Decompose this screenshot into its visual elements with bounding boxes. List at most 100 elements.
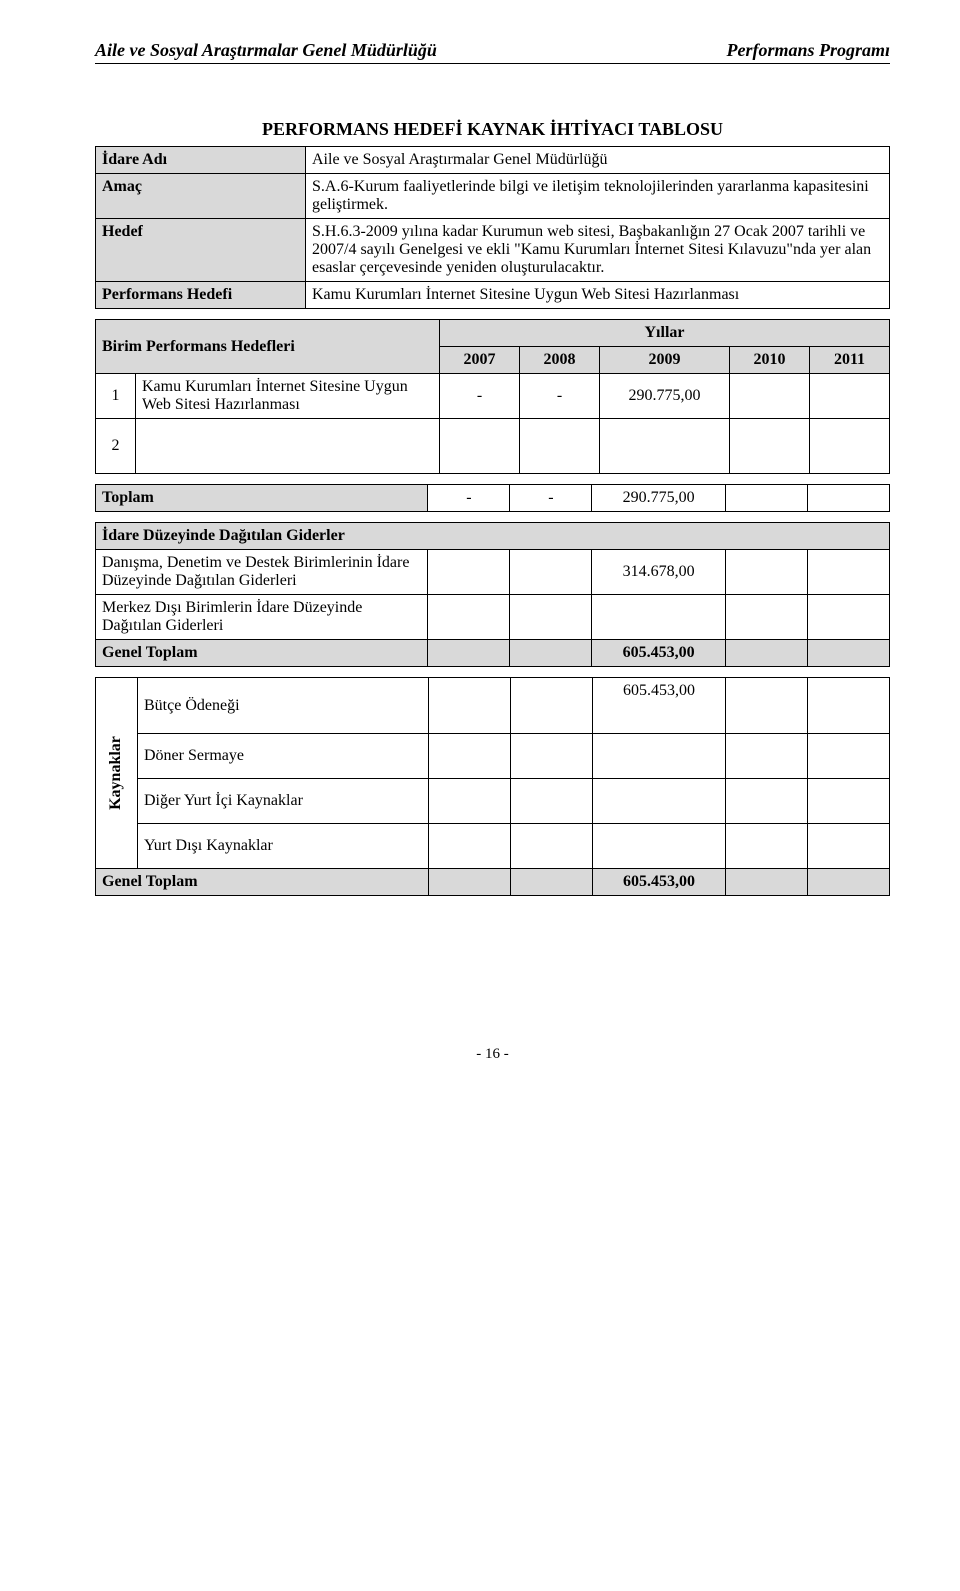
hedef-value: S.H.6.3-2009 yılına kadar Kurumun web si…	[306, 219, 890, 282]
table-row: 2	[96, 419, 890, 474]
empty-cell	[807, 824, 889, 869]
toplam-v2010	[725, 485, 807, 512]
bph-table: Birim Performans Hedefleri Yıllar 2007 2…	[95, 319, 890, 474]
genel-toplam1-label: Genel Toplam	[96, 640, 428, 667]
empty-cell	[428, 779, 510, 824]
empty-cell	[726, 734, 808, 779]
kaynaklar-table: Kaynaklar Bütçe Ödeneği 605.453,00 Döner…	[95, 677, 890, 896]
year-2010: 2010	[730, 347, 810, 374]
table-row: Genel Toplam 605.453,00	[96, 640, 890, 667]
giderler-row2: Merkez Dışı Birimlerin İdare Düzeyinde D…	[96, 595, 428, 640]
year-2011: 2011	[810, 347, 890, 374]
toplam-v2008: -	[510, 485, 592, 512]
year-2007: 2007	[440, 347, 520, 374]
table-row: Diğer Yurt İçi Kaynaklar	[96, 779, 890, 824]
bph-row1-text: Kamu Kurumları İnternet Sitesine Uygun W…	[136, 374, 440, 419]
bph-row1-no: 1	[96, 374, 136, 419]
bph-row2-no: 2	[96, 419, 136, 474]
kaynak-yurtdisi: Yurt Dışı Kaynaklar	[138, 824, 429, 869]
giderler-row1: Danışma, Denetim ve Destek Birimlerinin …	[96, 550, 428, 595]
empty-cell	[428, 869, 510, 896]
performans-hedefi-label: Performans Hedefi	[96, 282, 306, 309]
empty-cell	[136, 419, 440, 474]
empty-cell	[726, 779, 808, 824]
empty-cell	[510, 640, 592, 667]
empty-cell	[510, 734, 592, 779]
toplam-v2011	[807, 485, 889, 512]
table-row: İdare Adı Aile ve Sosyal Araştırmalar Ge…	[96, 147, 890, 174]
kaynak-yurtici: Diğer Yurt İçi Kaynaklar	[138, 779, 429, 824]
empty-cell	[726, 869, 808, 896]
bph-row1-v2009: 290.775,00	[600, 374, 730, 419]
empty-cell	[428, 550, 510, 595]
empty-cell	[807, 550, 889, 595]
empty-cell	[725, 550, 807, 595]
empty-cell	[726, 824, 808, 869]
performans-hedefi-value: Kamu Kurumları İnternet Sitesine Uygun W…	[306, 282, 890, 309]
empty-cell	[726, 678, 808, 734]
kaynak-doner: Döner Sermaye	[138, 734, 429, 779]
document-title: PERFORMANS HEDEFİ KAYNAK İHTİYACI TABLOS…	[95, 119, 890, 140]
page-number: - 16 -	[95, 1046, 890, 1063]
empty-cell	[428, 640, 510, 667]
table-row: Kaynaklar Bütçe Ödeneği 605.453,00	[96, 678, 890, 734]
table-row: Birim Performans Hedefleri Yıllar	[96, 320, 890, 347]
table-row: Amaç S.A.6-Kurum faaliyetlerinde bilgi v…	[96, 174, 890, 219]
empty-cell	[510, 869, 592, 896]
empty-cell	[810, 419, 890, 474]
year-2009: 2009	[600, 347, 730, 374]
kaynak-butce-val: 605.453,00	[592, 678, 725, 734]
genel-toplam1-val: 605.453,00	[592, 640, 725, 667]
page: Aile ve Sosyal Araştırmalar Genel Müdürl…	[0, 0, 960, 1103]
amac-label: Amaç	[96, 174, 306, 219]
table-row: İdare Düzeyinde Dağıtılan Giderler	[96, 523, 890, 550]
table-row: Merkez Dışı Birimlerin İdare Düzeyinde D…	[96, 595, 890, 640]
empty-cell	[592, 824, 725, 869]
table-row: Döner Sermaye	[96, 734, 890, 779]
empty-cell	[440, 419, 520, 474]
empty-cell	[428, 734, 510, 779]
table-row: Hedef S.H.6.3-2009 yılına kadar Kurumun …	[96, 219, 890, 282]
table-row: Yurt Dışı Kaynaklar	[96, 824, 890, 869]
bph-label: Birim Performans Hedefleri	[96, 320, 440, 374]
empty-cell	[428, 678, 510, 734]
header-right: Performans Programı	[726, 40, 890, 61]
kaynak-butce: Bütçe Ödeneği	[138, 678, 429, 734]
empty-cell	[807, 678, 889, 734]
empty-cell	[807, 734, 889, 779]
empty-cell	[807, 779, 889, 824]
bph-row1-v2010	[730, 374, 810, 419]
bph-row1-v2007: -	[440, 374, 520, 419]
meta-table: İdare Adı Aile ve Sosyal Araştırmalar Ge…	[95, 146, 890, 309]
header-left: Aile ve Sosyal Araştırmalar Genel Müdürl…	[95, 40, 437, 61]
table-row: Danışma, Denetim ve Destek Birimlerinin …	[96, 550, 890, 595]
kaynaklar-label: Kaynaklar	[107, 736, 125, 810]
empty-cell	[725, 640, 807, 667]
genel-toplam2-val: 605.453,00	[592, 869, 725, 896]
kaynaklar-label-cell: Kaynaklar	[96, 678, 138, 869]
empty-cell	[428, 595, 510, 640]
empty-cell	[807, 595, 889, 640]
empty-cell	[592, 779, 725, 824]
idare-adi-value: Aile ve Sosyal Araştırmalar Genel Müdürl…	[306, 147, 890, 174]
empty-cell	[592, 595, 725, 640]
empty-cell	[510, 824, 592, 869]
empty-cell	[510, 550, 592, 595]
empty-cell	[730, 419, 810, 474]
empty-cell	[592, 734, 725, 779]
years-header: Yıllar	[440, 320, 890, 347]
giderler-table: İdare Düzeyinde Dağıtılan Giderler Danış…	[95, 522, 890, 667]
table-row: Performans Hedefi Kamu Kurumları İnterne…	[96, 282, 890, 309]
hedef-label: Hedef	[96, 219, 306, 282]
empty-cell	[807, 640, 889, 667]
idare-adi-label: İdare Adı	[96, 147, 306, 174]
giderler-row1-val: 314.678,00	[592, 550, 725, 595]
amac-value: S.A.6-Kurum faaliyetlerinde bilgi ve ile…	[306, 174, 890, 219]
genel-toplam2-label: Genel Toplam	[96, 869, 429, 896]
empty-cell	[510, 595, 592, 640]
toplam-v2007: -	[428, 485, 510, 512]
bph-row1-v2011	[810, 374, 890, 419]
empty-cell	[600, 419, 730, 474]
page-header: Aile ve Sosyal Araştırmalar Genel Müdürl…	[95, 40, 890, 61]
toplam-label: Toplam	[96, 485, 428, 512]
